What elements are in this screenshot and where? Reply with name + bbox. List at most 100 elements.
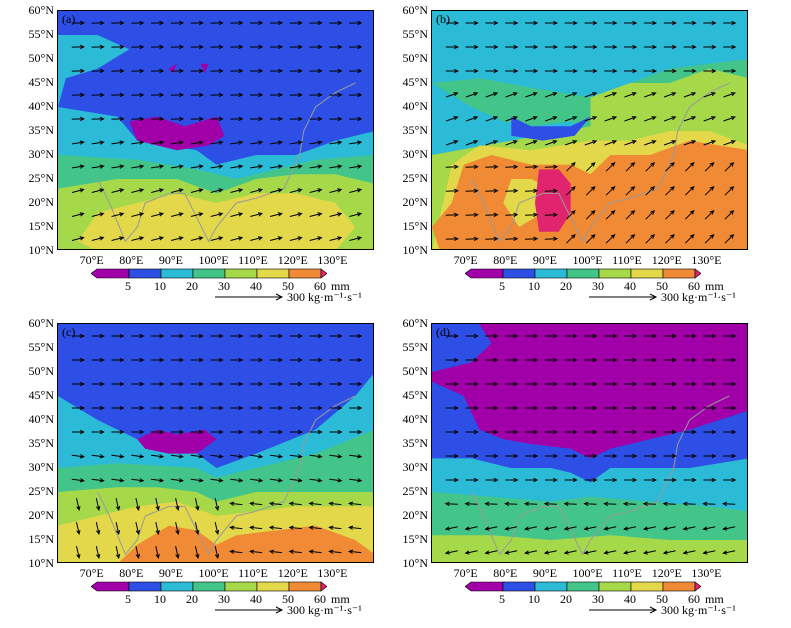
flux-vector xyxy=(349,140,363,145)
flux-vector xyxy=(484,550,498,555)
reference-vector-arrow xyxy=(589,293,658,301)
colorbar-tick-label: 10 xyxy=(528,592,540,606)
flux-vector xyxy=(544,212,559,218)
flux-vector xyxy=(465,405,479,411)
flux-vector xyxy=(111,212,125,217)
flux-vector xyxy=(505,164,519,170)
flux-vector xyxy=(584,116,598,122)
flux-vector xyxy=(309,92,323,98)
panel-tag-a: (a) xyxy=(62,12,76,26)
flux-vector xyxy=(328,549,342,554)
lat-tick-label: 20°N xyxy=(402,508,428,522)
colorbar-tick-label: 20 xyxy=(186,592,198,606)
flux-vector xyxy=(349,116,363,122)
flux-vector xyxy=(505,381,519,387)
colorbar-segment xyxy=(502,581,536,592)
flux-vector xyxy=(349,381,363,387)
colorbar-tick-label: 10 xyxy=(528,279,540,293)
flux-vector xyxy=(445,92,459,98)
flux-vector xyxy=(564,405,578,411)
flux-vector xyxy=(329,188,343,193)
flux-vector xyxy=(525,429,539,435)
flux-vector xyxy=(624,92,637,98)
flux-vector xyxy=(604,44,618,50)
flux-vector xyxy=(309,357,323,363)
flux-vector xyxy=(624,405,638,411)
flux-vector xyxy=(131,357,145,363)
flux-vector xyxy=(584,405,598,411)
colorbar-segment xyxy=(598,581,632,592)
flux-vector xyxy=(604,140,618,146)
flux-vector xyxy=(91,333,105,339)
reference-vector-value: 300 xyxy=(661,603,679,617)
flux-vector xyxy=(170,44,185,50)
flux-vector xyxy=(76,521,81,536)
flux-vector xyxy=(643,44,658,50)
flux-vector xyxy=(329,212,343,217)
colorbar-tick-label: 20 xyxy=(560,279,572,293)
flux-vector xyxy=(604,477,618,483)
lon-tick-label: 100°E xyxy=(572,566,603,580)
flux-vector xyxy=(175,521,180,536)
flux-vector xyxy=(624,20,638,26)
lon-tick-label: 90°E xyxy=(532,253,558,267)
flux-vector xyxy=(445,212,459,218)
flux-vector xyxy=(583,501,597,507)
flux-vector xyxy=(269,164,284,169)
flux-vector xyxy=(71,188,85,193)
flux-vector xyxy=(564,116,578,122)
flux-vector xyxy=(484,501,498,507)
colorbar-tick-label: 30 xyxy=(218,592,230,606)
colorbar-segment xyxy=(128,581,162,592)
flux-vector xyxy=(465,477,479,483)
flux-vector xyxy=(604,405,618,411)
flux-vector xyxy=(723,429,737,435)
flux-vector xyxy=(71,333,85,339)
flux-vector xyxy=(289,405,303,411)
lat-tick-label: 20°N xyxy=(28,508,54,522)
flux-vector xyxy=(91,429,105,435)
flux-vector xyxy=(111,429,125,435)
flux-vector xyxy=(250,429,264,435)
flux-vector xyxy=(309,68,323,74)
flux-vector xyxy=(151,454,165,459)
colorbar-segment xyxy=(160,581,194,592)
flux-vector xyxy=(111,405,125,411)
flux-vector xyxy=(170,236,184,241)
flux-vector xyxy=(250,44,264,50)
flux-vector xyxy=(544,20,559,26)
flux-vector xyxy=(544,429,559,435)
flux-vector xyxy=(190,333,204,339)
flux-vector xyxy=(214,497,220,512)
flux-vector xyxy=(525,116,538,122)
flux-vector xyxy=(76,497,81,512)
flux-vector xyxy=(544,453,559,459)
flux-vector xyxy=(505,68,519,74)
flux-vector xyxy=(91,454,105,459)
lat-tick-label: 30°N xyxy=(402,460,428,474)
flux-vector xyxy=(505,44,519,50)
reference-vector-value: 300 xyxy=(287,603,305,617)
lat-tick-label: 55°N xyxy=(402,27,428,41)
lon-tick-label: 80°E xyxy=(119,253,144,267)
flux-vector xyxy=(584,357,598,363)
reference-vector-arrow xyxy=(215,293,284,301)
flux-vector xyxy=(525,405,539,411)
contour-region-d xyxy=(432,535,747,562)
plot-area-d xyxy=(431,323,748,563)
lat-tick-label: 60°N xyxy=(402,3,428,17)
flux-vector xyxy=(115,497,121,512)
flux-vector xyxy=(71,92,85,98)
flux-vector xyxy=(308,525,322,530)
flux-vector xyxy=(683,116,697,122)
colorbar-tick-label: 40 xyxy=(624,592,636,606)
flux-vector xyxy=(544,188,559,194)
flux-vector xyxy=(249,525,263,530)
flux-vector xyxy=(643,68,658,74)
plot-area-c xyxy=(57,323,374,563)
flux-vector xyxy=(504,550,518,555)
flux-vector xyxy=(309,454,323,459)
flux-vector xyxy=(349,333,363,339)
flux-vector xyxy=(544,333,559,339)
flux-vector xyxy=(230,68,244,74)
